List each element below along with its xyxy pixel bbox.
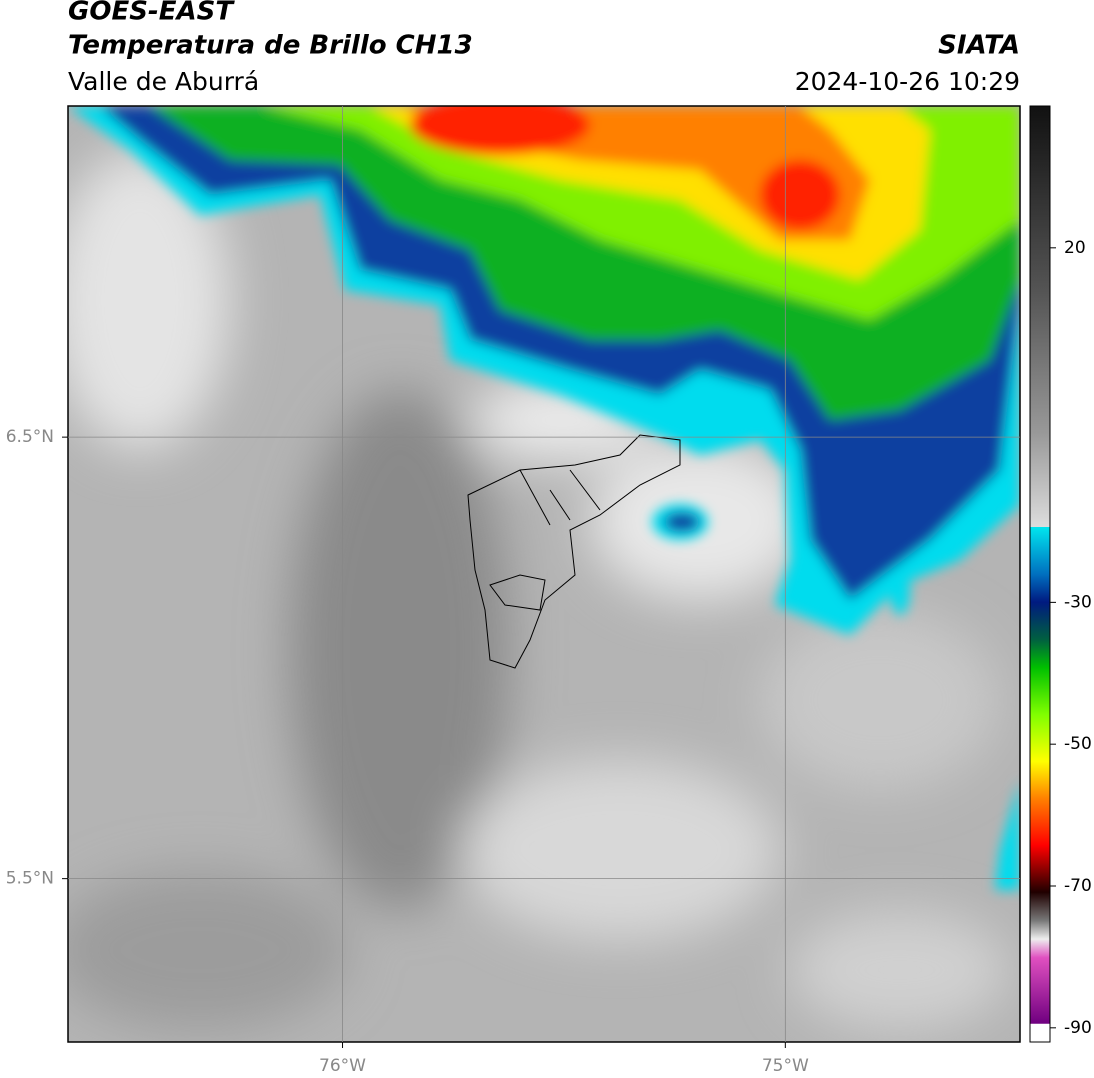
colorbar-tick-label: -90 bbox=[1064, 1018, 1092, 1038]
y-tick-label: 5.5°N bbox=[6, 869, 54, 889]
map-frame bbox=[67, 105, 1021, 1043]
colorbar-tick-label: -30 bbox=[1064, 592, 1092, 612]
source: SIATA bbox=[938, 31, 1020, 61]
colorbar-tick-label: -70 bbox=[1064, 876, 1092, 896]
subtitle: Temperatura de Brillo CH13 bbox=[68, 31, 473, 61]
title: GOES-EAST bbox=[68, 0, 235, 27]
colorbar bbox=[1029, 105, 1051, 1043]
datetime: 2024-10-26 10:29 bbox=[795, 67, 1020, 96]
municipal-boundaries bbox=[467, 434, 681, 669]
satellite-image bbox=[68, 106, 1020, 1042]
x-tick-label: 76°W bbox=[319, 1056, 366, 1076]
colorbar-tick-label: 20 bbox=[1064, 238, 1086, 258]
x-tick-label: 75°W bbox=[762, 1056, 809, 1076]
colorbar-tick-label: -50 bbox=[1064, 734, 1092, 754]
y-tick-label: 6.5°N bbox=[6, 427, 54, 447]
region: Valle de Aburrá bbox=[68, 67, 259, 96]
